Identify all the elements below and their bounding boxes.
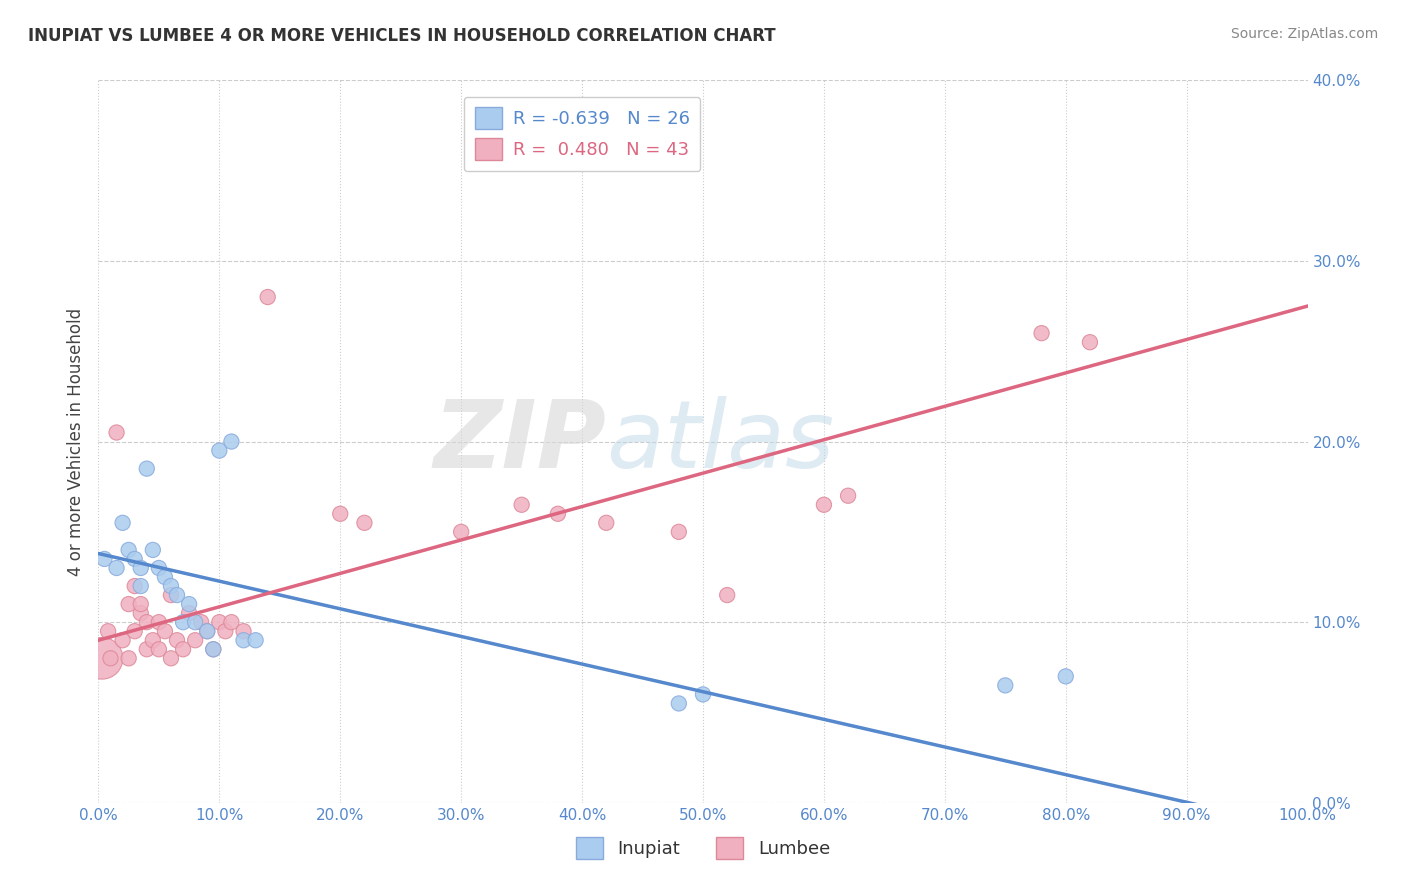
Point	[190, 615, 212, 630]
Point	[221, 615, 243, 630]
Point	[450, 524, 472, 539]
Point	[1054, 669, 1077, 683]
Point	[595, 516, 617, 530]
Point	[232, 624, 254, 639]
Point	[124, 624, 146, 639]
Point	[93, 552, 115, 566]
Legend: Inupiat, Lumbee: Inupiat, Lumbee	[568, 830, 838, 866]
Point	[547, 507, 569, 521]
Point	[184, 615, 207, 630]
Point	[135, 615, 157, 630]
Point	[160, 588, 183, 602]
Y-axis label: 4 or more Vehicles in Household: 4 or more Vehicles in Household	[66, 308, 84, 575]
Point	[142, 542, 165, 557]
Point	[111, 516, 134, 530]
Point	[208, 615, 231, 630]
Point	[1031, 326, 1053, 341]
Point	[153, 570, 176, 584]
Point	[129, 606, 152, 620]
Point	[329, 507, 352, 521]
Point	[221, 434, 243, 449]
Point	[148, 561, 170, 575]
Point	[813, 498, 835, 512]
Point	[195, 624, 218, 639]
Point	[195, 624, 218, 639]
Point	[510, 498, 533, 512]
Point	[172, 642, 194, 657]
Point	[214, 624, 236, 639]
Point	[153, 624, 176, 639]
Point	[179, 597, 201, 611]
Point	[256, 290, 278, 304]
Text: Source: ZipAtlas.com: Source: ZipAtlas.com	[1230, 27, 1378, 41]
Point	[118, 542, 141, 557]
Point	[1078, 335, 1101, 350]
Point	[245, 633, 267, 648]
Point	[135, 461, 157, 475]
Point	[184, 633, 207, 648]
Point	[135, 642, 157, 657]
Point	[97, 624, 120, 639]
Point	[124, 552, 146, 566]
Point	[129, 561, 152, 575]
Point	[202, 642, 225, 657]
Point	[160, 579, 183, 593]
Point	[111, 633, 134, 648]
Point	[994, 678, 1017, 692]
Text: ZIP: ZIP	[433, 395, 606, 488]
Point	[148, 642, 170, 657]
Point	[668, 697, 690, 711]
Point	[129, 579, 152, 593]
Point	[166, 588, 188, 602]
Point	[105, 425, 128, 440]
Point	[118, 651, 141, 665]
Point	[160, 651, 183, 665]
Point	[692, 687, 714, 701]
Point	[208, 443, 231, 458]
Point	[129, 597, 152, 611]
Point	[105, 561, 128, 575]
Point	[142, 633, 165, 648]
Point	[172, 615, 194, 630]
Text: INUPIAT VS LUMBEE 4 OR MORE VEHICLES IN HOUSEHOLD CORRELATION CHART: INUPIAT VS LUMBEE 4 OR MORE VEHICLES IN …	[28, 27, 776, 45]
Point	[837, 489, 859, 503]
Point	[166, 633, 188, 648]
Point	[179, 606, 201, 620]
Point	[202, 642, 225, 657]
Point	[118, 597, 141, 611]
Point	[148, 615, 170, 630]
Point	[100, 651, 122, 665]
Text: atlas: atlas	[606, 396, 835, 487]
Point	[668, 524, 690, 539]
Point	[124, 579, 146, 593]
Point	[232, 633, 254, 648]
Point	[716, 588, 738, 602]
Point	[91, 651, 114, 665]
Point	[353, 516, 375, 530]
